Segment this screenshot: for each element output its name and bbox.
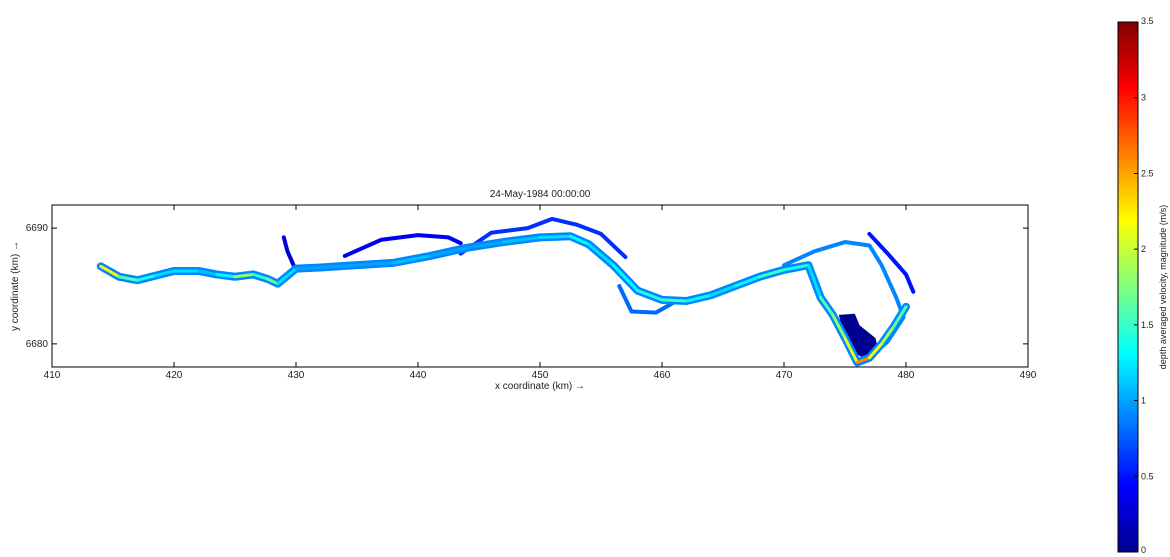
channel-segment (294, 265, 322, 271)
channel-segment (465, 240, 505, 250)
colorbar-tick-label: 3 (1141, 93, 1146, 103)
channel-segment (196, 269, 219, 276)
channel-segment (636, 289, 664, 302)
channel-segment (355, 261, 396, 267)
river-layer (96, 216, 916, 367)
x-tick-label: 410 (44, 370, 61, 381)
colorbar-tick-label: 1.5 (1141, 320, 1154, 330)
channel-segment (758, 268, 786, 279)
colorbar-ticks: 0 0.5 1 1.5 2 2.5 3 3.5 (1134, 16, 1154, 555)
colorbar-tick-label: 3.5 (1141, 16, 1154, 26)
x-axis-label: x coordinate (km) → (495, 381, 585, 392)
channel-segment (266, 277, 280, 286)
channel-segment (215, 272, 237, 279)
y-axis-label: y coordinate (km) → (10, 241, 21, 331)
channel-segment (831, 313, 847, 340)
channel-segment (806, 263, 823, 300)
channel-segment (611, 263, 640, 293)
channel-segment (660, 298, 688, 303)
channel-segment (501, 235, 542, 244)
side-channel-4 (617, 284, 677, 315)
x-tick-label: 490 (1020, 370, 1037, 381)
colorbar-tick-label: 2.5 (1141, 168, 1154, 178)
colorbar-tick-label: 0.5 (1141, 471, 1154, 481)
y-tick-label: 6680 (26, 339, 49, 350)
x-tick-label: 420 (166, 370, 183, 381)
channel-segment (855, 356, 871, 364)
channel-segment (318, 263, 359, 269)
x-tick-label: 450 (532, 370, 549, 381)
side-channel-3 (281, 235, 296, 268)
y-tick-label: 6690 (26, 223, 49, 234)
channel-segment (135, 274, 158, 282)
x-tick-label: 430 (288, 370, 305, 381)
channel-segment (99, 264, 121, 279)
chart-title: 24-May-1984 00:00:00 (490, 189, 591, 200)
colorbar-label: depth averaged velocity, magnitude (m/s) (1158, 205, 1168, 369)
map-plot: 410 420 430 440 450 460 470 480 490 6680 6690 24-… (10, 189, 1037, 392)
channel-segment (733, 275, 762, 288)
y-axis: 6680 6690 (26, 223, 1028, 350)
channel-segment (819, 296, 835, 317)
channel-segment (587, 242, 615, 267)
side-channel-2 (342, 233, 463, 258)
colorbar-gradient (1117, 21, 1139, 553)
channel-segment (569, 234, 591, 246)
x-tick-label: 480 (898, 370, 915, 381)
channel-segment (880, 325, 896, 346)
channel-segment (892, 305, 908, 328)
side-channel-1 (458, 216, 628, 260)
x-tick-label: 470 (776, 370, 793, 381)
channel-segment (538, 234, 572, 239)
colorbar-tick-label: 2 (1141, 244, 1146, 254)
colorbar: 0 0.5 1 1.5 2 2.5 3 3.5 depth averaged velocity… (1117, 16, 1168, 555)
channel-segment (867, 342, 884, 360)
colorbar-tick-label: 1 (1141, 396, 1146, 406)
x-axis: 410 420 430 440 450 460 470 480 490 (44, 205, 1037, 381)
channel-segment (843, 336, 859, 364)
channel-segment (782, 263, 810, 272)
channel-segment (233, 272, 255, 279)
side-channel-6 (867, 231, 916, 294)
channel-segment (154, 269, 176, 278)
channel-segment (276, 267, 298, 286)
channel-segment (251, 272, 270, 281)
channel-segment (709, 284, 737, 297)
channel-segment (117, 275, 139, 282)
colorbar-tick-label: 0 (1141, 545, 1146, 555)
x-tick-label: 440 (410, 370, 427, 381)
channel-segment (428, 246, 469, 258)
channel-segment (684, 293, 713, 303)
x-tick-label: 460 (654, 370, 671, 381)
channel-segment (392, 254, 432, 265)
